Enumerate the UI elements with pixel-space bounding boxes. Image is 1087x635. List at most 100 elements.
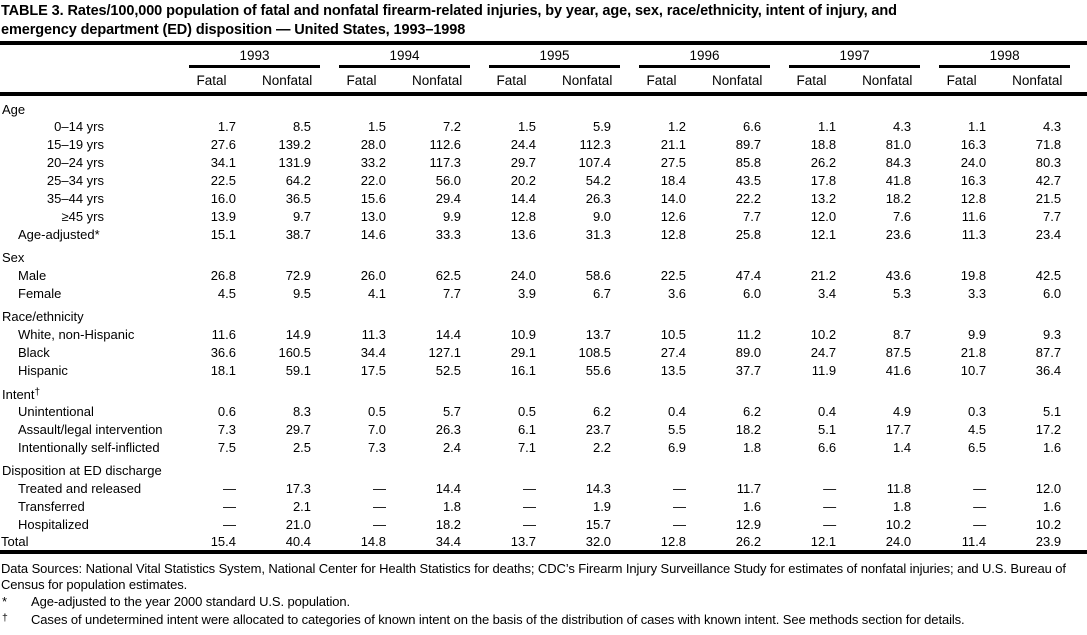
value-cell: 4.1 — [367, 285, 387, 301]
dagger-marker: † — [2, 611, 8, 624]
value-cell: 11.7 — [736, 480, 762, 496]
value-cell: 9.0 — [592, 208, 612, 224]
row-label: Intentionally self-inflicted — [18, 439, 160, 455]
footnote-dagger-text: Cases of undetermined intent were alloca… — [31, 611, 965, 627]
row-label: 0–14 yrs — [54, 118, 104, 134]
value-cell: 85.8 — [735, 154, 762, 170]
value-cell: 11.6 — [211, 326, 236, 342]
value-cell: 0.3 — [968, 403, 987, 419]
value-cell: 1.1 — [817, 118, 837, 134]
value-cell: 22.5 — [210, 172, 236, 188]
value-cell: 13.9 — [210, 208, 236, 224]
value-cell: 43.5 — [735, 172, 762, 188]
value-cell: 16.3 — [960, 136, 987, 152]
table-row: Hospitalized — 21.0 — 18.2 — 15.7 — 12.9 — 10.2 — 10… — [0, 515, 1087, 533]
subheader-nonfatal-1994: Nonfatal — [412, 70, 488, 96]
value-cell: 19.8 — [960, 267, 987, 283]
value-cell: 6.0 — [1043, 285, 1062, 301]
value-cell: 14.4 — [435, 326, 462, 342]
value-cell: 15.7 — [585, 516, 612, 532]
value-cell: 24.4 — [510, 136, 537, 152]
value-cell: 0.6 — [217, 403, 236, 419]
footnote-asterisk-text: Age-adjusted to the year 2000 standard U… — [31, 594, 350, 609]
value-cell: 160.5 — [278, 344, 312, 360]
value-cell: 13.2 — [810, 190, 837, 206]
value-cell: 29.7 — [285, 421, 312, 437]
table-row: Female 4.5 9.5 4.1 7.7 3.9 6.7 3.6 6.0 3.4 5.3 3.3 6… — [0, 284, 1087, 302]
value-cell: 7.1 — [517, 439, 537, 455]
year-header-1993: 1993 — [187, 45, 337, 70]
value-cell: 12.8 — [637, 533, 713, 554]
title-line-1: TABLE 3. Rates/100,000 population of fat… — [1, 3, 897, 19]
row-label: Total — [0, 533, 187, 554]
value-cell: 8.7 — [893, 326, 912, 342]
value-cell: 89.0 — [735, 344, 762, 360]
value-cell: 7.7 — [742, 208, 762, 224]
value-cell: 6.5 — [968, 439, 987, 455]
value-cell: 41.6 — [885, 362, 912, 378]
value-cell: 52.5 — [435, 362, 462, 378]
value-cell: 4.5 — [217, 285, 236, 301]
value-cell: 18.8 — [810, 136, 837, 152]
value-cell: 16.0 — [210, 190, 236, 206]
value-cell: 1.8 — [442, 498, 462, 514]
value-cell: 29.1 — [510, 344, 537, 360]
section-row: Disposition at ED discharge — [0, 456, 1087, 479]
value-cell: 26.0 — [360, 267, 387, 283]
section-header: Intent† — [2, 387, 41, 402]
value-cell: 81.0 — [885, 136, 912, 152]
value-cell: 6.6 — [817, 439, 837, 455]
value-cell: 18.1 — [210, 362, 236, 378]
year-header-row: 1993 1994 1995 1996 1997 1998 — [0, 45, 1087, 70]
value-cell: 6.0 — [742, 285, 762, 301]
value-cell: 27.5 — [660, 154, 687, 170]
value-cell: 18.2 — [735, 421, 762, 437]
footnotes: Data Sources: National Vital Statistics … — [0, 554, 1087, 628]
value-cell: 23.7 — [585, 421, 612, 437]
value-cell: 5.1 — [817, 421, 837, 437]
rates-table: 1993 1994 1995 1996 1997 1998 Fatal Nonfatal Fa… — [0, 45, 1087, 554]
value-cell: 13.7 — [487, 533, 563, 554]
value-cell: 13.5 — [660, 362, 687, 378]
value-cell: 0.4 — [667, 403, 687, 419]
value-cell: 64.2 — [285, 172, 312, 188]
value-cell: 11.3 — [361, 326, 387, 342]
value-cell: 108.5 — [578, 344, 612, 360]
value-cell: — — [523, 480, 537, 496]
value-cell: 24.0 — [510, 267, 537, 283]
value-cell: 43.6 — [885, 267, 912, 283]
value-cell: 26.2 — [810, 154, 837, 170]
value-cell: 6.1 — [517, 421, 537, 437]
table-row: Total 15.4 40.4 14.8 34.4 13.7 32.0 12.8 26.2 12.… — [0, 533, 1087, 554]
table-row: 15–19 yrs 27.6 139.2 28.0 112.6 24.4 112.3 21.1… — [0, 135, 1087, 153]
value-cell: 10.9 — [510, 326, 537, 342]
value-cell: 26.3 — [585, 190, 612, 206]
value-cell: 12.8 — [510, 208, 537, 224]
section-header: Race/ethnicity — [2, 309, 84, 324]
value-cell: 112.3 — [579, 136, 612, 152]
value-cell: 23.6 — [885, 226, 912, 242]
value-cell: 20.2 — [510, 172, 537, 188]
value-cell: 32.0 — [562, 533, 638, 554]
value-cell: 9.7 — [292, 208, 312, 224]
value-cell: — — [823, 498, 837, 514]
value-cell: — — [673, 480, 687, 496]
value-cell: 12.8 — [660, 226, 687, 242]
value-cell: 12.6 — [660, 208, 687, 224]
value-cell: 9.3 — [1043, 326, 1062, 342]
section-row: Race/ethnicity — [0, 302, 1087, 325]
value-cell: 127.1 — [428, 344, 462, 360]
value-cell: 0.4 — [817, 403, 837, 419]
value-cell: 21.5 — [1035, 190, 1062, 206]
value-cell: 12.1 — [810, 226, 837, 242]
value-cell: 14.4 — [435, 480, 462, 496]
section-header: Sex — [2, 250, 25, 265]
value-cell: 18.2 — [885, 190, 912, 206]
value-cell: 23.4 — [1035, 226, 1062, 242]
row-label: Hospitalized — [18, 516, 89, 532]
value-cell: 21.8 — [960, 344, 987, 360]
value-cell: 6.2 — [592, 403, 612, 419]
section-header: Age — [2, 102, 26, 117]
value-cell: 3.4 — [817, 285, 837, 301]
value-cell: 38.7 — [285, 226, 312, 242]
